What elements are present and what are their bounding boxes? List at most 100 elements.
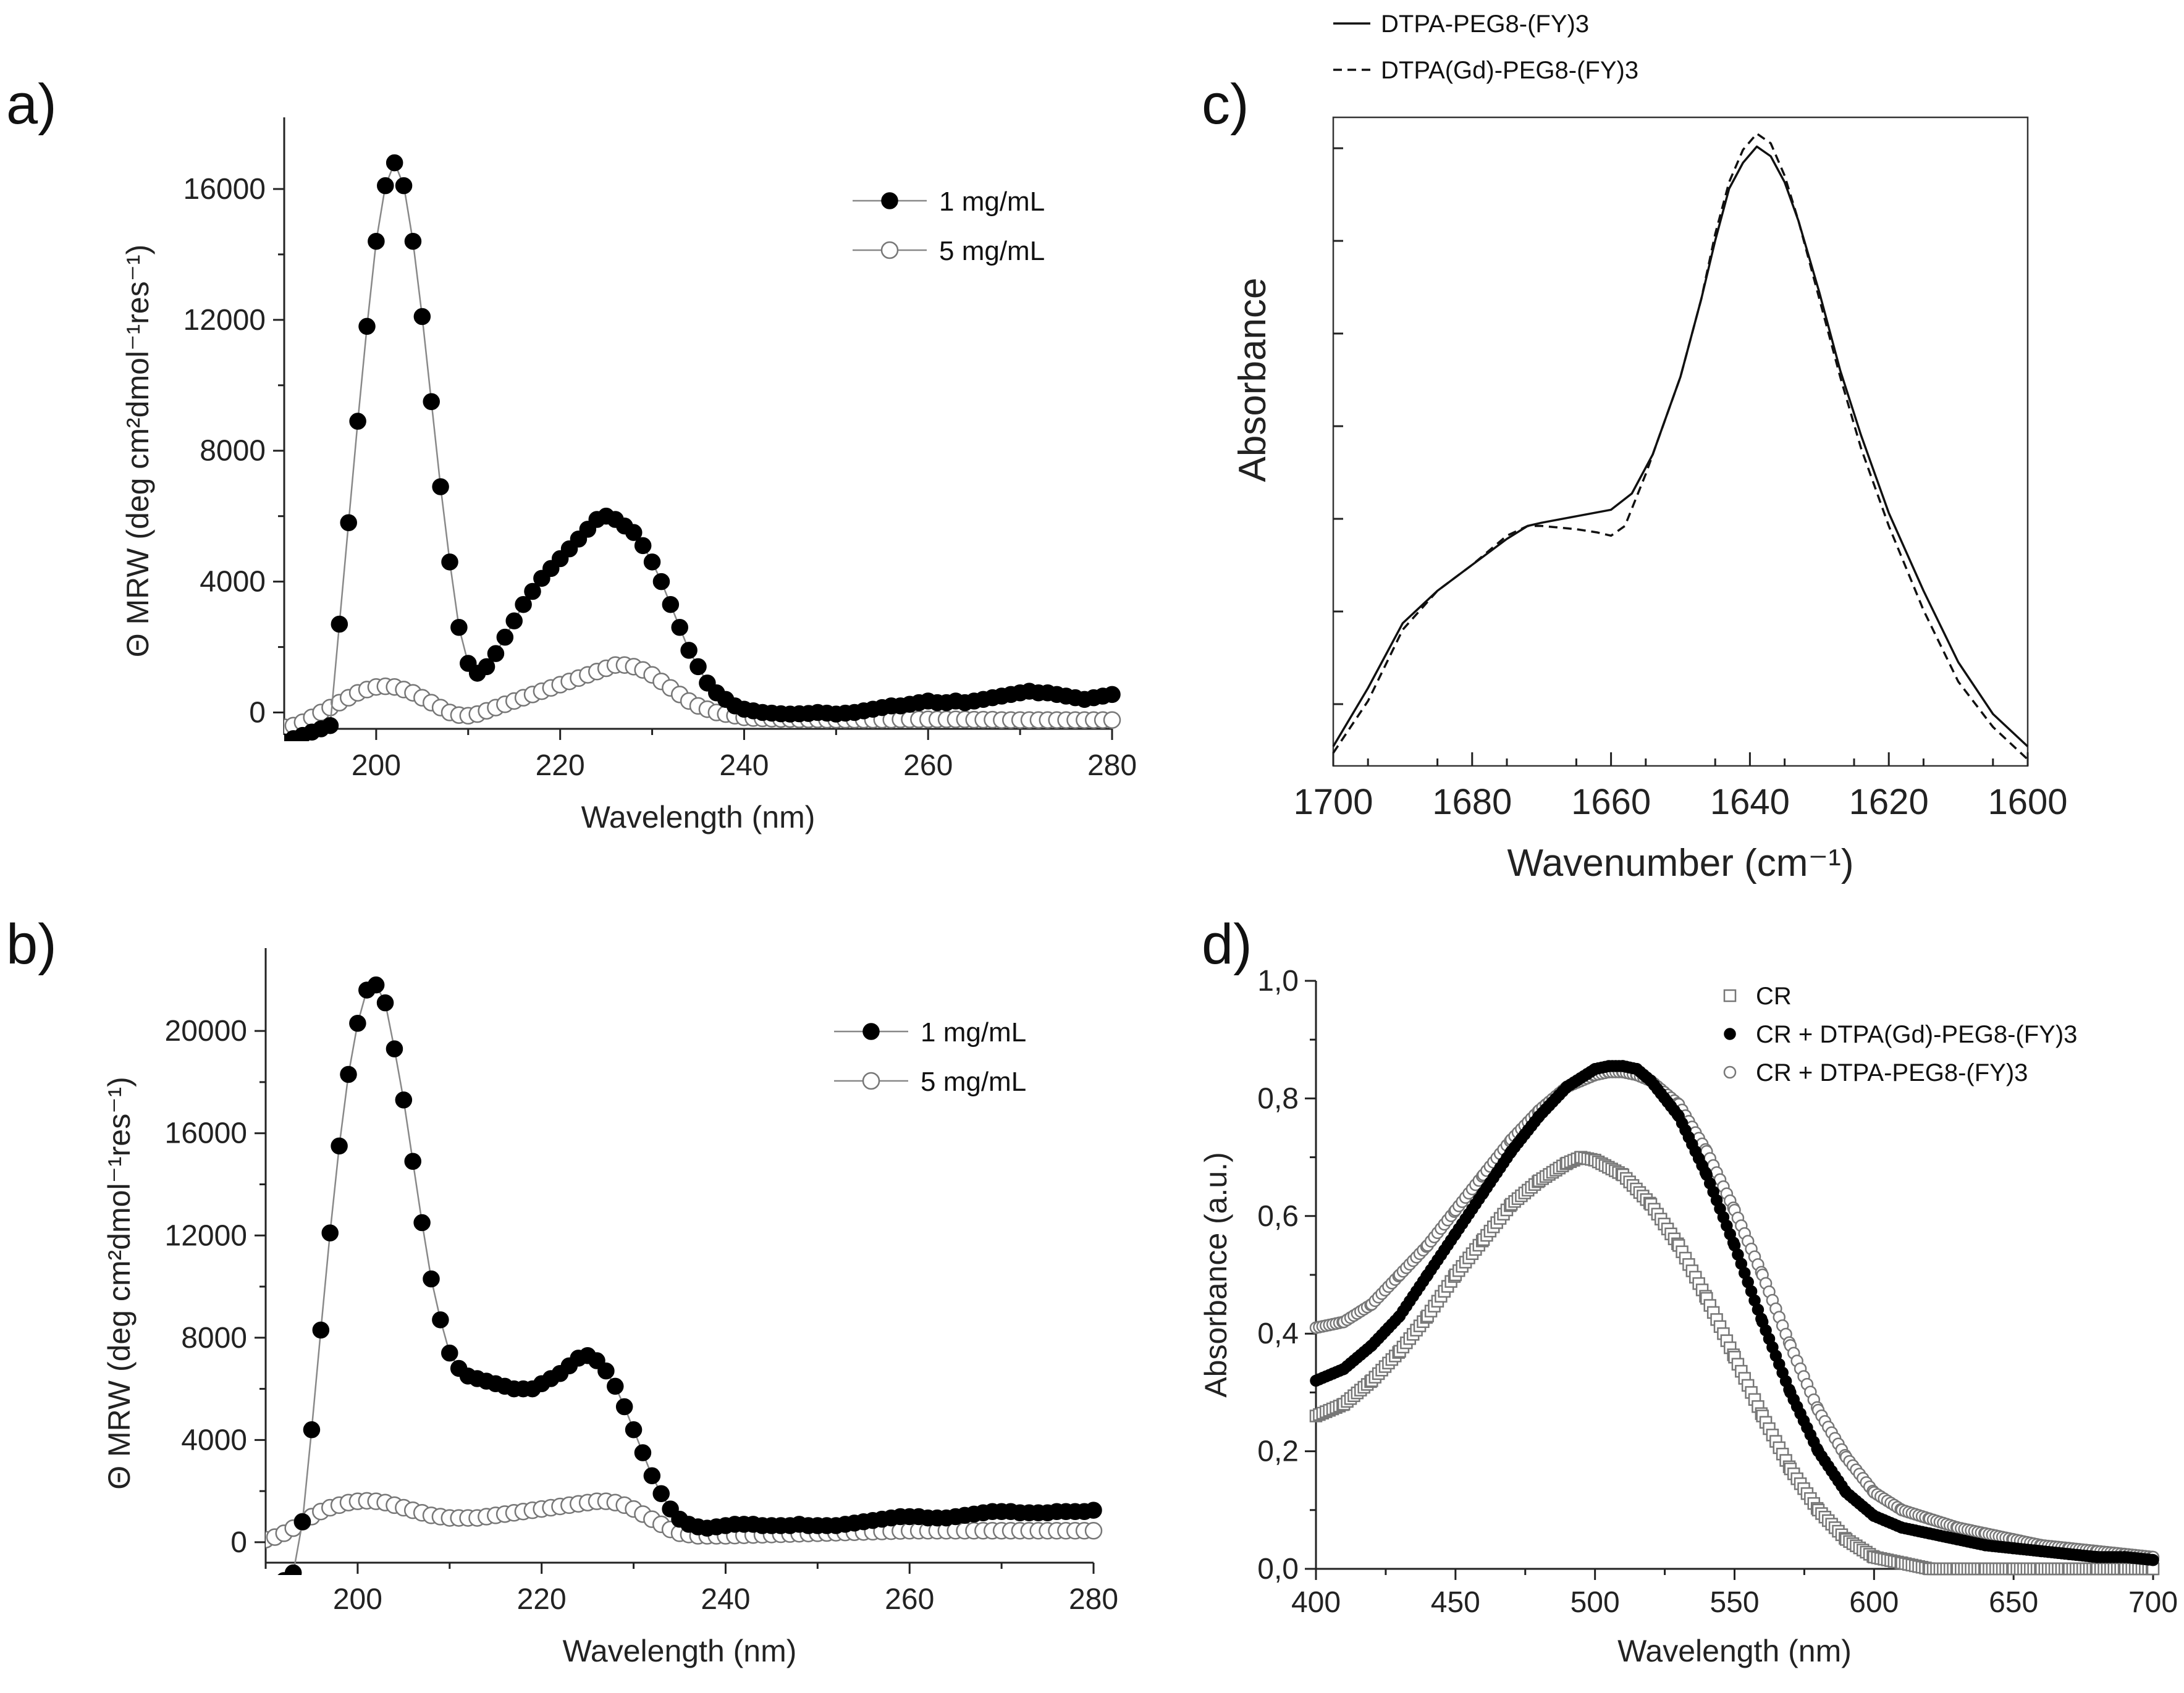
- x-tick-label: 1600: [1988, 782, 2067, 822]
- data-point-1mg: [680, 642, 698, 659]
- data-point-1mg: [423, 393, 440, 411]
- data-point-1mg: [367, 976, 385, 994]
- data-point-cr-gd: [2147, 1553, 2159, 1566]
- data-point-1mg: [487, 645, 505, 662]
- x-tick-label: 700: [2128, 1586, 2178, 1619]
- panel-label-b: b): [6, 913, 57, 976]
- panel-label-c: c): [1202, 73, 1249, 136]
- x-tick-label: 240: [701, 1583, 750, 1616]
- x-tick-label: 260: [885, 1583, 934, 1616]
- data-point-1mg: [321, 1224, 339, 1241]
- data-point-1mg: [376, 994, 394, 1012]
- legend-label: 1 mg/mL: [921, 1017, 1026, 1048]
- series-line-solid: [1332, 145, 2029, 747]
- plot-frame: [1332, 116, 2029, 767]
- data-point-1mg: [377, 177, 394, 195]
- legend-marker: [1723, 1065, 1737, 1079]
- data-point-1mg: [689, 658, 707, 676]
- legend-label: 5 mg/mL: [939, 236, 1045, 266]
- panel-label-d: d): [1202, 913, 1252, 976]
- legend-label: CR + DTPA-PEG8-(FY)3: [1756, 1059, 2028, 1086]
- x-tick-label: 280: [1087, 749, 1137, 782]
- x-tick-label: 600: [1849, 1586, 1899, 1619]
- x-tick-label: 260: [903, 749, 953, 782]
- y-tick-label: 0,0: [1257, 1553, 1299, 1586]
- data-point-1mg: [386, 154, 403, 172]
- x-tick-label: 200: [352, 749, 401, 782]
- x-tick-label: 200: [333, 1583, 382, 1616]
- x-tick-label: 1640: [1710, 782, 1790, 822]
- data-point-1mg: [404, 1153, 421, 1170]
- chart-panel-d: 400 450 500 550 600 650 700 0,0 0,2 0,4 0,6 0,8 1,0 W…: [1199, 965, 2178, 1668]
- data-point-1mg: [312, 1321, 330, 1339]
- data-point-1mg: [258, 1586, 274, 1602]
- data-point-1mg: [652, 573, 670, 590]
- data-point-5mg: [1084, 1522, 1103, 1540]
- x-tick-label: 240: [719, 749, 769, 782]
- y-tick-label: 0,8: [1257, 1082, 1299, 1115]
- plot-area: [258, 976, 1103, 1602]
- legend-marker: [862, 1072, 880, 1090]
- data-point-1mg: [368, 232, 385, 250]
- data-point-1mg: [340, 514, 357, 532]
- data-point-1mg: [331, 1137, 348, 1155]
- x-tick-label: 220: [517, 1583, 567, 1616]
- x-tick-label: 1620: [1849, 782, 1929, 822]
- data-point-1mg: [607, 1377, 624, 1395]
- legend-label: 5 mg/mL: [921, 1067, 1026, 1097]
- y-tick-label: 16000: [183, 173, 266, 206]
- chart-panel-b: 200 220 240 260 280 0 4000 8000 12000 16000 20000 W…: [102, 948, 1118, 1668]
- data-point-1mg: [524, 582, 541, 600]
- data-point-1mg: [331, 615, 348, 633]
- y-tick-label: 0,4: [1257, 1317, 1299, 1350]
- legend-marker: [862, 1023, 880, 1040]
- y-tick-label: 20000: [165, 1015, 247, 1048]
- data-point-1mg: [284, 1564, 302, 1575]
- data-point-5mg: [1103, 711, 1121, 729]
- data-point-1mg: [625, 524, 643, 541]
- data-point-1mg: [395, 177, 413, 195]
- legend-label: DTPA-PEG8-(FY)3: [1381, 11, 1589, 38]
- legend-label: CR: [1756, 983, 1792, 1010]
- y-tick-label: 8000: [200, 435, 266, 468]
- y-tick-label: 8000: [181, 1322, 247, 1355]
- data-point-1mg: [293, 1513, 311, 1531]
- data-point-1mg: [615, 1398, 633, 1416]
- data-point-1mg: [321, 716, 339, 734]
- data-point-1mg: [450, 619, 468, 636]
- y-tick-label: 0: [230, 1526, 247, 1559]
- y-tick-label: 0,6: [1257, 1200, 1299, 1233]
- legend-label: DTPA(Gd)-PEG8-(FY)3: [1381, 57, 1638, 84]
- x-tick-label: 1700: [1293, 782, 1373, 822]
- legend-marker: [1724, 1028, 1736, 1040]
- x-tick-label: 650: [1989, 1586, 2038, 1619]
- y-tick-label: 1,0: [1257, 965, 1299, 998]
- chart-panel-c: 1700 1680 1660 1640 1620 1600 Wavenumber (cm⁻¹…: [1231, 11, 2068, 884]
- data-point-1mg: [340, 1065, 357, 1083]
- data-point-1mg: [386, 1040, 403, 1057]
- x-tick-label: 1680: [1432, 782, 1512, 822]
- data-point-1mg: [267, 1580, 283, 1596]
- panel-label-a: a): [6, 73, 57, 136]
- x-axis-title: Wavenumber (cm⁻¹): [1507, 842, 1854, 884]
- x-tick-label: 220: [536, 749, 585, 782]
- plot-area: [1309, 1060, 2160, 1576]
- data-point-1mg: [1085, 1502, 1102, 1519]
- legend-marker: [881, 192, 898, 209]
- data-point-1mg: [505, 612, 523, 629]
- data-point-1mg: [597, 1362, 615, 1380]
- data-point-1mg: [441, 553, 458, 571]
- data-point-1mg: [671, 619, 688, 636]
- data-point-1mg: [404, 232, 422, 250]
- data-point-1mg: [625, 1421, 643, 1439]
- y-tick-label: 0,2: [1257, 1435, 1299, 1468]
- data-point-1mg: [423, 1270, 440, 1288]
- data-point-1mg: [478, 658, 495, 676]
- legend-label: CR + DTPA(Gd)-PEG8-(FY)3: [1756, 1021, 2077, 1048]
- y-axis-title: Absorbance (a.u.): [1199, 1152, 1233, 1397]
- data-point-1mg: [441, 1344, 458, 1362]
- x-tick-label: 400: [1291, 1586, 1341, 1619]
- x-tick-label: 550: [1710, 1586, 1759, 1619]
- y-tick-label: 0: [249, 697, 266, 729]
